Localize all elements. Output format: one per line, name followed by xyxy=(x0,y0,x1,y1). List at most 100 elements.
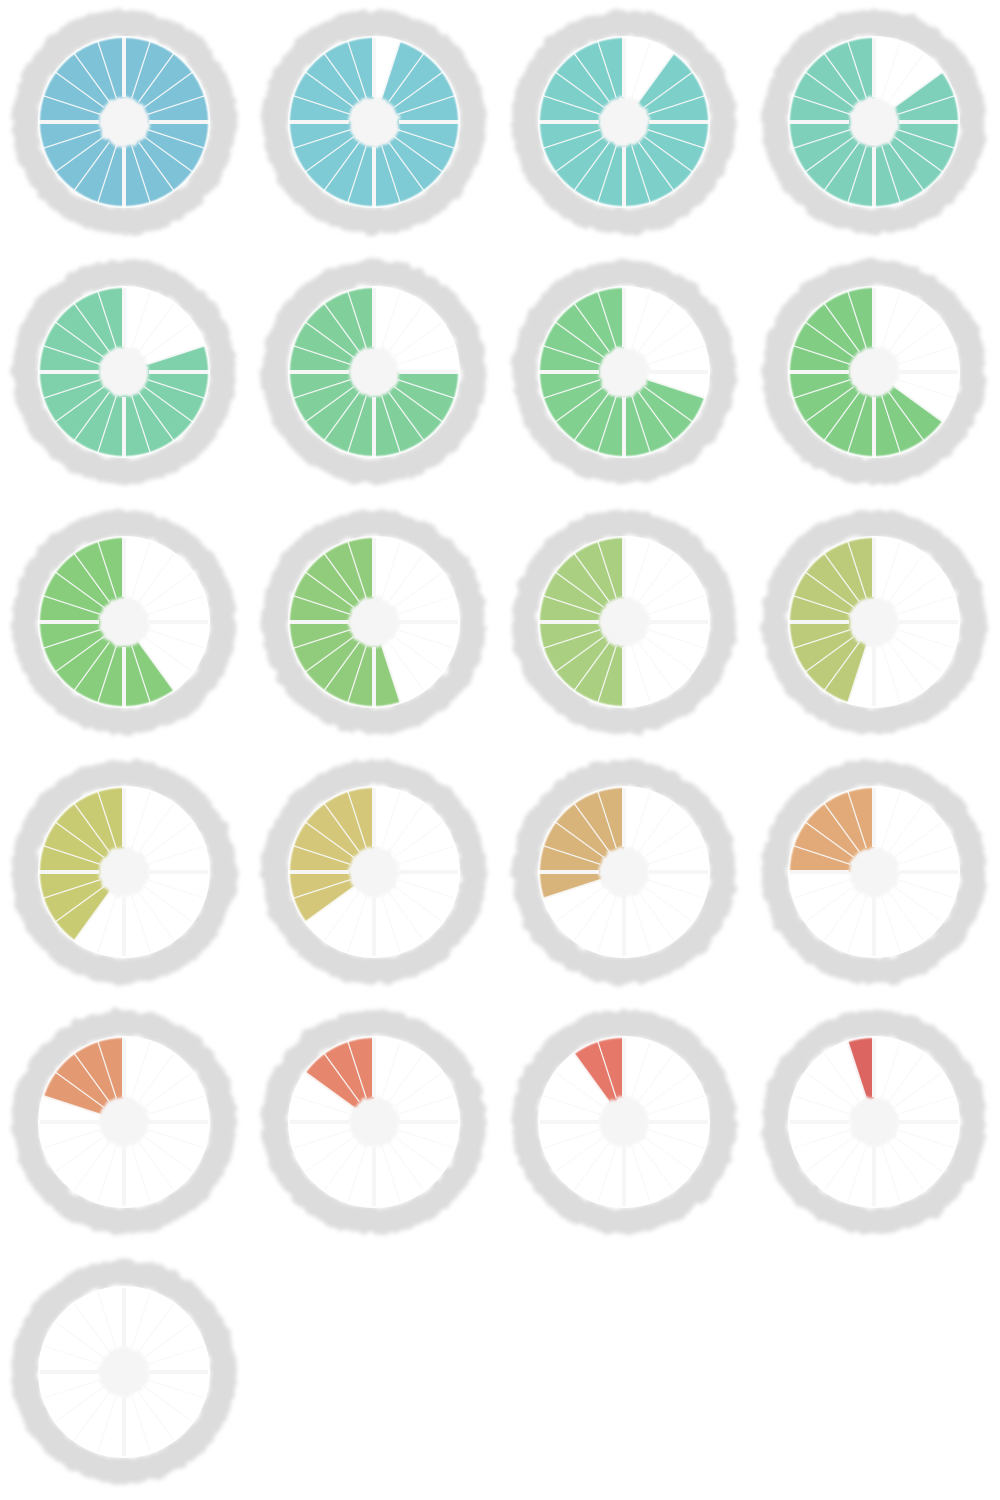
timer-spoke-faint xyxy=(147,1095,205,1115)
timer-spoke-faint xyxy=(805,1136,855,1172)
timer-spoke-faint xyxy=(138,1391,174,1441)
timer-frame xyxy=(512,10,736,234)
timer-spoke-faint xyxy=(847,1041,867,1099)
timer-spoke-faint xyxy=(643,386,693,422)
timer-frame xyxy=(262,260,486,484)
timer-spoke-faint xyxy=(555,386,605,422)
timer-spoke-faint xyxy=(293,1129,351,1149)
timer-spoke-faint xyxy=(97,1291,117,1349)
timer-spoke-faint xyxy=(893,886,943,922)
timer-spoke-faint xyxy=(324,803,360,853)
timer-spoke-faint xyxy=(893,572,943,608)
timer-spoke-faint xyxy=(555,636,605,672)
timer-spoke-faint xyxy=(793,845,851,865)
timer-spoke-faint xyxy=(347,895,367,953)
timer-frame xyxy=(12,10,236,234)
timer-spoke-faint xyxy=(393,1072,443,1108)
timer-spoke-faint xyxy=(131,645,151,703)
timer-spoke-faint xyxy=(97,41,117,99)
timer-spoke-faint xyxy=(293,379,351,399)
timer-spoke-faint xyxy=(543,629,601,649)
timer-ring xyxy=(12,1010,236,1234)
timer-ring xyxy=(762,1010,986,1234)
timer-spoke-faint xyxy=(881,1041,901,1099)
timer-spoke-faint xyxy=(324,553,360,603)
timer-ring xyxy=(762,260,986,484)
timer-ring xyxy=(12,510,236,734)
timer-spoke-faint xyxy=(824,391,860,441)
timer-spoke-faint xyxy=(643,72,693,108)
timer-spoke-faint xyxy=(638,141,674,191)
timer-hub xyxy=(849,347,899,397)
timer-spoke-faint xyxy=(74,1391,110,1441)
timer-frame xyxy=(262,760,486,984)
timer-spoke-faint xyxy=(55,72,105,108)
timer-spoke-faint xyxy=(555,886,605,922)
timer-spoke-faint xyxy=(147,95,205,115)
timer-spoke-faint xyxy=(305,322,355,358)
timer-hub xyxy=(99,1097,149,1147)
timer-spoke-faint xyxy=(347,541,367,599)
timer-spoke-faint xyxy=(897,845,955,865)
timer-spoke-faint xyxy=(631,895,651,953)
timer-spoke-faint xyxy=(397,879,455,899)
timer-hub xyxy=(599,1097,649,1147)
timer-spoke-faint xyxy=(881,145,901,203)
timer-spoke-faint xyxy=(647,95,705,115)
timer-spoke-faint xyxy=(647,1129,705,1149)
timer-spoke-faint xyxy=(305,822,355,858)
timer-spoke-faint xyxy=(138,1303,174,1353)
timer-spoke-faint xyxy=(888,141,924,191)
timer-wedge xyxy=(290,788,374,922)
timer-ring xyxy=(12,10,236,234)
timer-spoke-faint xyxy=(97,395,117,453)
timer-spoke-faint xyxy=(131,1145,151,1203)
timer-spoke-faint xyxy=(74,303,110,353)
timer-spoke-faint xyxy=(97,541,117,599)
timer-spoke-faint xyxy=(543,129,601,149)
timer-spoke-faint xyxy=(888,391,924,441)
timer-spoke-faint xyxy=(43,629,101,649)
timer-ring xyxy=(762,760,986,984)
timer-frame xyxy=(512,510,736,734)
timer-spoke-faint xyxy=(143,136,193,172)
timer-spoke-faint xyxy=(893,136,943,172)
timer-spoke-faint xyxy=(631,291,651,349)
timer-spoke-faint xyxy=(574,891,610,941)
timer-spoke-faint xyxy=(143,1322,193,1358)
timer-spoke-faint xyxy=(147,629,205,649)
timer-spoke-faint xyxy=(543,845,601,865)
timer-spoke-faint xyxy=(55,136,105,172)
timer-spoke-faint xyxy=(793,629,851,649)
timer-spoke-faint xyxy=(393,822,443,858)
timer-spoke-faint xyxy=(138,391,174,441)
timer-ring xyxy=(262,260,486,484)
timer-spoke-faint xyxy=(55,822,105,858)
timer-hub xyxy=(99,1347,149,1397)
timer-spoke-faint xyxy=(138,1141,174,1191)
timer-spoke-faint xyxy=(131,395,151,453)
timer-ring xyxy=(262,1010,486,1234)
timer-spoke-faint xyxy=(293,129,351,149)
timer-spoke-faint xyxy=(293,1095,351,1115)
timer-wedge xyxy=(306,1038,374,1122)
timer-spoke-faint xyxy=(397,129,455,149)
timer-spoke-faint xyxy=(147,1129,205,1149)
timer-hub xyxy=(99,847,149,897)
timer-spoke-faint xyxy=(74,53,110,103)
timer-frame xyxy=(12,1260,236,1484)
timer-spoke-faint xyxy=(131,791,151,849)
timer-ring xyxy=(762,510,986,734)
timer-spoke-faint xyxy=(74,641,110,691)
timer-spoke-faint xyxy=(597,41,617,99)
timer-spoke-faint xyxy=(597,395,617,453)
timer-spoke-faint xyxy=(381,541,401,599)
timer-spoke-faint xyxy=(638,803,674,853)
timer-spoke-faint xyxy=(793,879,851,899)
timer-spoke-faint xyxy=(305,136,355,172)
timer-spoke-faint xyxy=(55,572,105,608)
timer-spoke-faint xyxy=(74,1303,110,1353)
timer-spoke-faint xyxy=(888,803,924,853)
timer-spoke-faint xyxy=(793,1129,851,1149)
